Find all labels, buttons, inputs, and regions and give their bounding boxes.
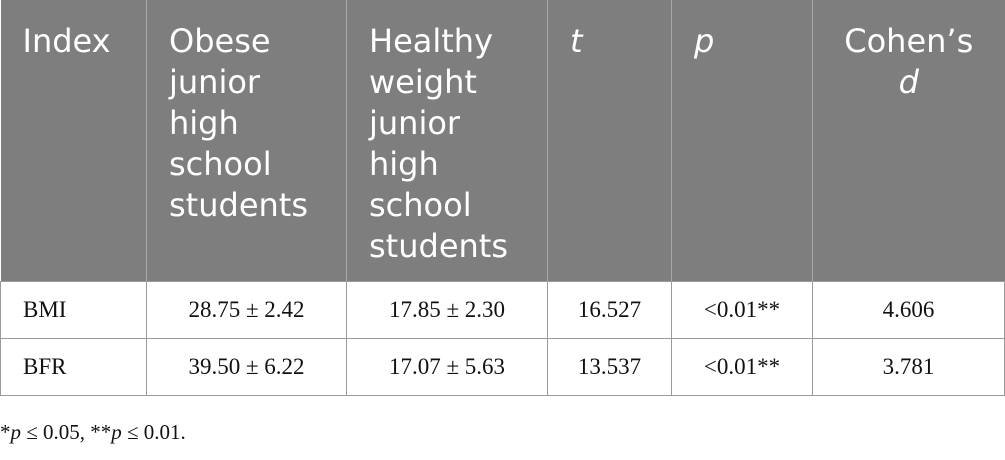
row-bmi-cohens-d: 4.606: [812, 281, 1005, 339]
row-bfr-p: <0.01**: [671, 338, 813, 396]
row-bmi-p: <0.01**: [671, 281, 813, 339]
footnote-cond1: ≤ 0.05, **: [21, 420, 112, 444]
results-table: Index Obese junior high school students …: [0, 0, 1005, 396]
row-bmi-obese: 28.75 ± 2.42: [146, 281, 347, 339]
header-t-label: t: [570, 22, 583, 60]
row-bmi-index: BMI: [0, 281, 147, 339]
row-bfr-t: 13.537: [547, 338, 672, 396]
header-row: Index Obese junior high school students …: [0, 0, 1005, 282]
row-bfr-cohens-d: 3.781: [812, 338, 1005, 396]
header-d-label: d: [898, 63, 919, 101]
footnote-p1: p: [10, 420, 22, 444]
header-t: t: [547, 0, 672, 282]
table-row: BFR 39.50 ± 6.22 17.07 ± 5.63 13.537 <0.…: [0, 338, 1005, 396]
header-cohens-d: Cohen’s d: [812, 0, 1005, 282]
row-bfr-index: BFR: [0, 338, 147, 396]
header-p: p: [671, 0, 813, 282]
header-healthy: Healthy weight junior high school studen…: [346, 0, 548, 282]
header-cohens-label: Cohen’s: [844, 22, 974, 60]
table-footnote: *p ≤ 0.05, **p ≤ 0.01.: [0, 420, 186, 445]
header-index: Index: [0, 0, 147, 282]
footnote-star: *: [0, 420, 11, 444]
footnote-cond2: ≤ 0.01.: [121, 420, 186, 444]
table-row: BMI 28.75 ± 2.42 17.85 ± 2.30 16.527 <0.…: [0, 281, 1005, 339]
row-bfr-healthy: 17.07 ± 5.63: [346, 338, 548, 396]
header-obese: Obese junior high school students: [146, 0, 347, 282]
row-bfr-obese: 39.50 ± 6.22: [146, 338, 347, 396]
footnote-p2: p: [111, 420, 122, 444]
header-p-label: p: [694, 22, 715, 60]
row-bmi-t: 16.527: [547, 281, 672, 339]
row-bmi-healthy: 17.85 ± 2.30: [346, 281, 548, 339]
